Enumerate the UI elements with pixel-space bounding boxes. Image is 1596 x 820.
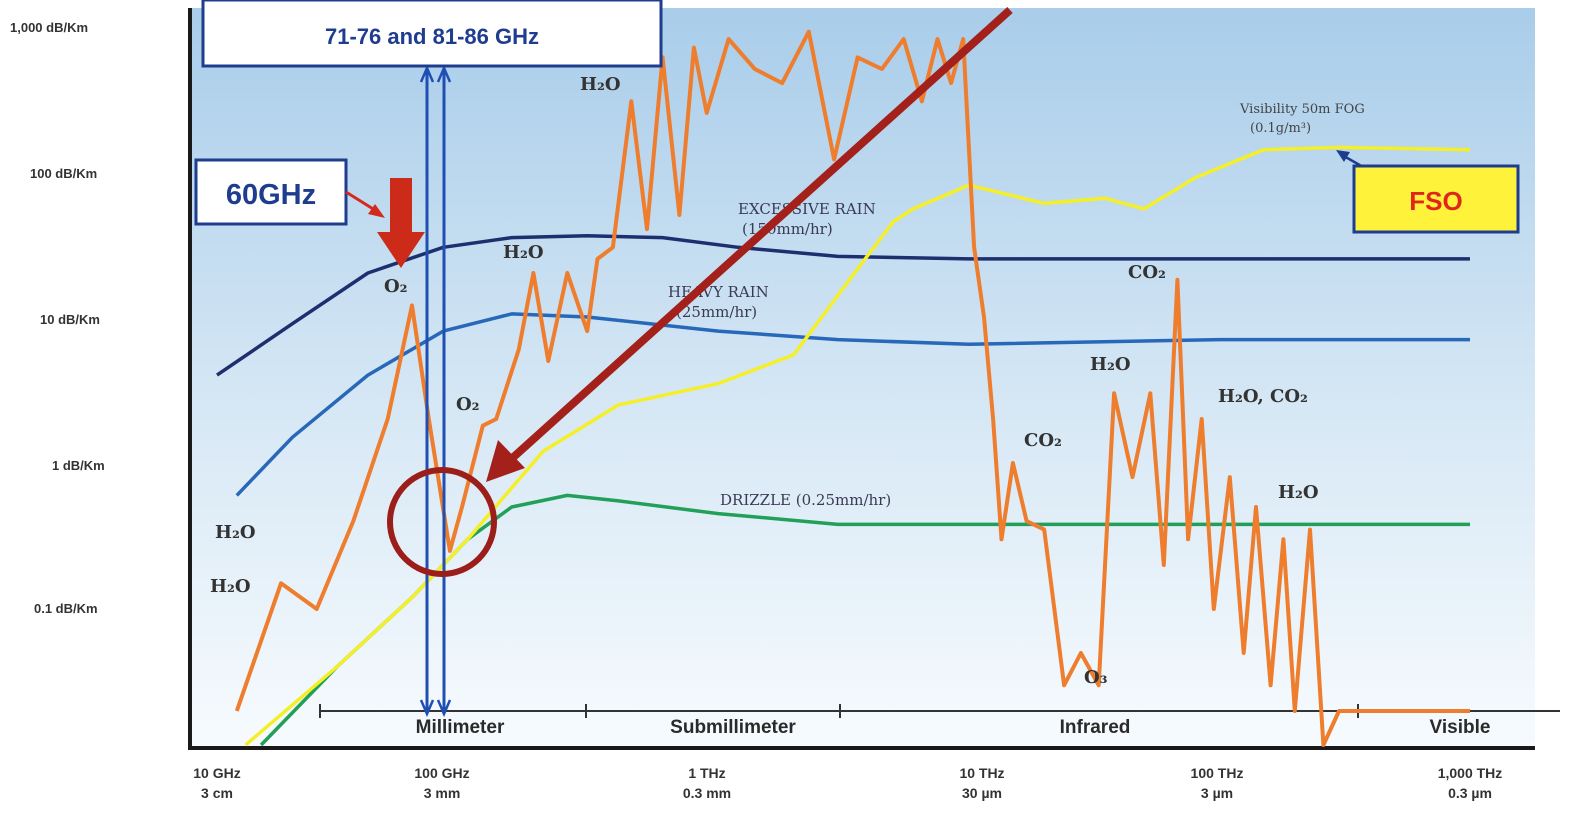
label-drizzle: DRIZZLE (0.25mm/hr) <box>720 491 891 509</box>
v-band-arrow <box>377 178 425 268</box>
label-heavy-rain: HEAVY RAIN <box>668 283 769 301</box>
x-tick-wavelength: 3 mm <box>424 785 461 801</box>
diagonal-arrow-shaft <box>505 7 1013 465</box>
e-band-arrowheads <box>419 64 452 718</box>
fso-callout: FSO <box>1336 150 1520 234</box>
mol-label: H₂O <box>1090 354 1131 375</box>
mol-label: H₂O, CO₂ <box>1218 386 1308 407</box>
highlight-circle <box>387 467 497 577</box>
band-bar: Millimeter Submillimeter Infrared Visibl… <box>319 704 1560 738</box>
mol-label: O₃ <box>1084 667 1108 688</box>
x-tick-wavelength: 0.3 mm <box>683 785 731 801</box>
diagonal-arrow-head <box>486 440 525 482</box>
label-fog: Visibility 50m FOG <box>1239 102 1365 117</box>
y-tick-label: 100 dB/Km <box>30 166 97 181</box>
fso-box-label: FSO <box>1409 186 1462 216</box>
y-tick-label: 1,000 dB/Km <box>10 20 88 35</box>
e-band-box-label: 71-76 and 81-86 GHz <box>325 24 539 49</box>
e-band-markers <box>419 64 452 718</box>
mol-label: CO₂ <box>1128 262 1166 283</box>
plot-background <box>190 8 1535 748</box>
fso-box <box>1352 164 1520 234</box>
x-tick-freq: 1 THz <box>688 765 725 781</box>
series-line-excessive-rain <box>216 234 1470 377</box>
x-tick-freq: 10 THz <box>959 765 1004 781</box>
x-tick-freq: 1,000 THz <box>1438 765 1503 781</box>
mol-label: H₂O <box>503 242 544 263</box>
fso-pointer-head <box>1336 150 1350 162</box>
band-divider <box>319 704 1359 718</box>
mol-label: CO₂ <box>1024 430 1062 451</box>
series-line-visibility-50m-fog <box>244 145 1471 747</box>
series-layer <box>216 29 1471 747</box>
x-tick-wavelength: 3 cm <box>201 785 233 801</box>
label-fog-density: (0.1g/m³) <box>1250 121 1311 136</box>
x-tick-freq: 100 THz <box>1191 765 1244 781</box>
x-tick-wavelength: 0.3 µm <box>1448 785 1492 801</box>
label-heavy-rain-rate: (25mm/hr) <box>676 303 757 321</box>
v-band-box <box>194 158 348 226</box>
e-band-box-frame <box>201 0 663 68</box>
mol-label: H₂O <box>1278 482 1319 503</box>
v-band-box-label: 60GHz <box>226 179 316 211</box>
v-band-pointer-head <box>368 204 385 218</box>
x-tick-freq: 10 GHz <box>193 765 240 781</box>
series-line-atmospheric-gases <box>234 29 1470 747</box>
y-tick-labels: 1,000 dB/Km 100 dB/Km 10 dB/Km 1 dB/Km 0… <box>10 20 105 616</box>
molecule-labels: H₂O H₂O O₂ O₂ H₂O H₂O CO₂ CO₂ H₂O H₂O, C… <box>210 74 1319 688</box>
x-tick-labels: 10 GHz 3 cm 100 GHz 3 mm 1 THz 0.3 mm 10… <box>193 765 1502 801</box>
label-excessive-rain: EXCESSIVE RAIN <box>738 200 876 218</box>
mol-label: H₂O <box>580 74 621 95</box>
band-label-infrared: Infrared <box>1060 717 1131 738</box>
y-tick-label: 10 dB/Km <box>40 312 100 327</box>
y-tick-label: 1 dB/Km <box>52 458 105 473</box>
mol-label: H₂O <box>215 522 256 543</box>
y-tick-label: 0.1 dB/Km <box>34 601 98 616</box>
v-band-callout: 60GHz <box>194 158 425 268</box>
band-label-submillimeter: Submillimeter <box>670 717 796 738</box>
x-tick-wavelength: 30 µm <box>962 785 1002 801</box>
x-tick-wavelength: 3 µm <box>1201 785 1233 801</box>
mol-label: O₂ <box>456 394 480 415</box>
mol-label: O₂ <box>384 276 408 297</box>
curve-labels: EXCESSIVE RAIN (150mm/hr) HEAVY RAIN (25… <box>668 102 1365 509</box>
band-label-millimeter: Millimeter <box>416 717 505 738</box>
mol-label: H₂O <box>210 576 251 597</box>
e-band-box: 71-76 and 81-86 GHz <box>201 0 663 68</box>
highlight-arrow <box>387 7 1013 577</box>
band-label-visible: Visible <box>1430 717 1491 738</box>
x-tick-freq: 100 GHz <box>414 765 469 781</box>
